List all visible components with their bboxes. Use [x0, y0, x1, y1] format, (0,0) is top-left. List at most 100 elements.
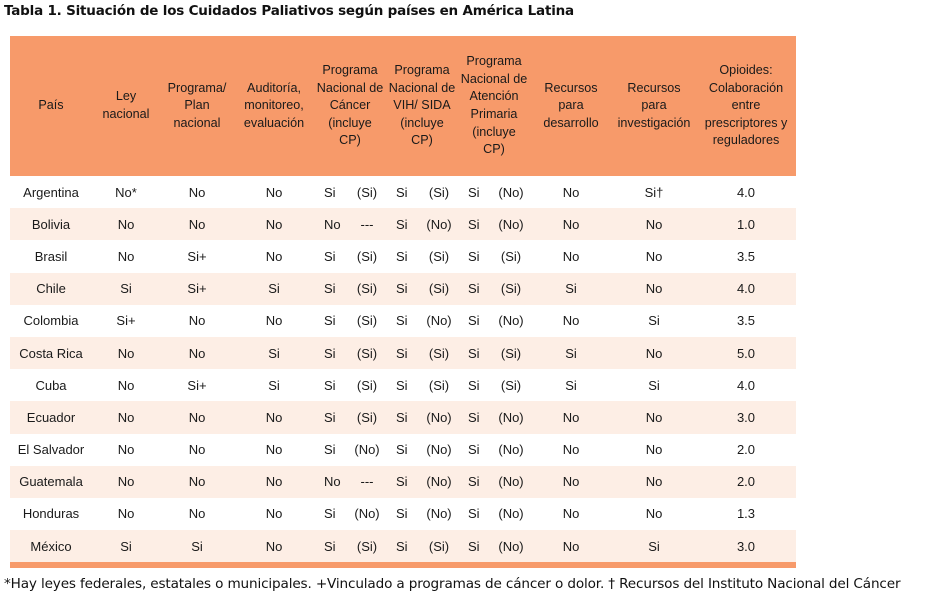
table-row: Ecuador No No No Si (Si) Si (No) Si (No) No No 3.0 — [10, 401, 796, 434]
header-plan: Programa/ Plan nacional — [160, 36, 234, 176]
cell-primaria-includes-cp: (No) — [498, 313, 524, 329]
cell-vih-value: Si — [396, 377, 408, 393]
header-vih: Programa Nacional de VIH/ SIDA (incluye … — [386, 36, 458, 176]
cell-pais: Argentina — [10, 176, 92, 209]
header-auditoria: Auditoría, monitoreo, evaluación — [234, 36, 314, 176]
cell-ley: No — [92, 208, 160, 241]
cell-auditoria: No — [234, 401, 314, 434]
cell-vih-value: Si — [396, 538, 408, 554]
cell-primaria: Si (Si) — [458, 272, 530, 305]
cell-primaria-value: Si — [468, 216, 480, 232]
cell-primaria-value: Si — [468, 345, 480, 361]
cell-pais: Brasil — [10, 240, 92, 273]
cell-cancer-value: Si — [324, 313, 336, 329]
cell-desarrollo: No — [530, 433, 612, 466]
cell-cancer: Si (Si) — [314, 240, 386, 273]
cell-ley: Si — [92, 530, 160, 563]
table-row: Cuba No Si+ Si Si (Si) Si (Si) Si (Si) Si Si 4.0 — [10, 369, 796, 402]
cell-vih-includes-cp: (No) — [426, 442, 452, 458]
cell-plan: No — [160, 176, 234, 209]
cell-opioides: 3.5 — [696, 304, 796, 337]
cell-vih-includes-cp: (No) — [426, 474, 452, 490]
table-row: Colombia Si+ No No Si (Si) Si (No) Si (No) No Si 3.5 — [10, 304, 796, 337]
cell-auditoria: Si — [234, 369, 314, 402]
cell-primaria-includes-cp: (Si) — [500, 377, 522, 393]
cell-investigacion: No — [612, 272, 696, 305]
cell-vih: Si (Si) — [386, 272, 458, 305]
cell-cancer-value: Si — [324, 281, 336, 297]
cell-primaria: Si (No) — [458, 433, 530, 466]
cell-vih: Si (Si) — [386, 530, 458, 563]
table-container: País Ley nacional Programa/ Plan naciona… — [10, 36, 796, 569]
cell-plan: No — [160, 304, 234, 337]
cell-cancer-includes-cp: (Si) — [356, 313, 378, 329]
table-row: Honduras No No No Si (No) Si (No) Si (No) No No 1.3 — [10, 497, 796, 531]
cell-primaria-value: Si — [468, 474, 480, 490]
cell-plan: Si+ — [160, 272, 234, 305]
cell-pais: Honduras — [10, 497, 92, 531]
table-row: Guatemala No No No No --- Si (No) Si (No) No No 2.0 — [10, 465, 796, 498]
cell-auditoria: No — [234, 304, 314, 337]
cell-primaria-includes-cp: (No) — [498, 184, 524, 200]
cell-vih-value: Si — [396, 345, 408, 361]
cell-primaria: Si (No) — [458, 176, 530, 209]
table-row: Argentina No* No No Si (Si) Si (Si) Si (No) No Si† 4… — [10, 176, 796, 209]
cell-cancer-includes-cp: (No) — [354, 506, 380, 522]
table-row: México Si Si No Si (Si) Si (Si) Si (No) No Si 3.0 — [10, 530, 796, 563]
cell-cancer: Si (No) — [314, 433, 386, 466]
cell-primaria-includes-cp: (No) — [498, 409, 524, 425]
header-opioides: Opioides: Colaboración entre prescriptor… — [696, 36, 796, 176]
cell-vih-value: Si — [396, 216, 408, 232]
cell-cancer-includes-cp: (Si) — [356, 409, 378, 425]
cell-primaria-value: Si — [468, 184, 480, 200]
cell-vih-includes-cp: (Si) — [428, 377, 450, 393]
cell-auditoria: No — [234, 497, 314, 531]
palliative-care-table: País Ley nacional Programa/ Plan naciona… — [10, 36, 796, 563]
cell-investigacion: No — [612, 497, 696, 531]
cell-primaria-includes-cp: (No) — [498, 506, 524, 522]
cell-cancer-includes-cp: (Si) — [356, 345, 378, 361]
cell-ley: No* — [92, 176, 160, 209]
cell-pais: Bolivia — [10, 208, 92, 241]
cell-ley: No — [92, 433, 160, 466]
cell-primaria: Si (No) — [458, 465, 530, 498]
cell-vih: Si (Si) — [386, 240, 458, 273]
table-row: Brasil No Si+ No Si (Si) Si (Si) Si (Si) No No 3.5 — [10, 240, 796, 273]
cell-desarrollo: No — [530, 240, 612, 273]
cell-ley: No — [92, 240, 160, 273]
cell-opioides: 3.0 — [696, 401, 796, 434]
cell-vih-value: Si — [396, 313, 408, 329]
cell-cancer-value: Si — [324, 506, 336, 522]
cell-investigacion: No — [612, 433, 696, 466]
cell-opioides: 5.0 — [696, 336, 796, 370]
cell-vih: Si (No) — [386, 433, 458, 466]
cell-vih-includes-cp: (Si) — [428, 248, 450, 264]
cell-cancer-value: Si — [324, 409, 336, 425]
cell-plan: No — [160, 208, 234, 241]
cell-vih: Si (No) — [386, 208, 458, 241]
cell-plan: No — [160, 401, 234, 434]
cell-primaria: Si (No) — [458, 304, 530, 337]
cell-desarrollo: No — [530, 530, 612, 563]
cell-vih-includes-cp: (Si) — [428, 345, 450, 361]
header-primaria: Programa Nacional de Atención Primaria (… — [458, 36, 530, 176]
cell-primaria: Si (No) — [458, 401, 530, 434]
cell-cancer-includes-cp: (No) — [354, 442, 380, 458]
cell-vih-includes-cp: (No) — [426, 313, 452, 329]
cell-desarrollo: No — [530, 304, 612, 337]
table-row: Bolivia No No No No --- Si (No) Si (No) No No 1.0 — [10, 208, 796, 241]
cell-opioides: 1.0 — [696, 208, 796, 241]
cell-plan: No — [160, 497, 234, 531]
cell-cancer-includes-cp: (Si) — [356, 281, 378, 297]
cell-cancer-value: Si — [324, 442, 336, 458]
cell-primaria-value: Si — [468, 313, 480, 329]
cell-primaria-includes-cp: (Si) — [500, 248, 522, 264]
cell-opioides: 4.0 — [696, 272, 796, 305]
cell-cancer-includes-cp: (Si) — [356, 248, 378, 264]
cell-cancer-value: Si — [324, 377, 336, 393]
cell-primaria-includes-cp: (No) — [498, 474, 524, 490]
cell-desarrollo: Si — [530, 272, 612, 305]
cell-cancer-value: No — [324, 216, 341, 232]
table-footnote: *Hay leyes federales, estatales o munici… — [4, 576, 901, 592]
cell-auditoria: No — [234, 433, 314, 466]
